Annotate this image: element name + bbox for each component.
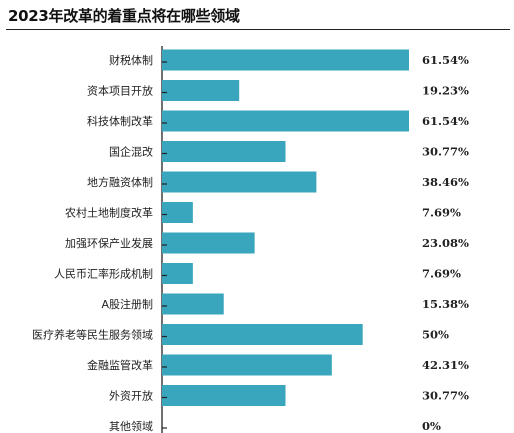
category-label: 财税体制: [109, 53, 153, 67]
category-label: 医疗养老等民生服务领域: [32, 328, 153, 342]
category-label: 国企混改: [109, 145, 153, 159]
bars-group: [162, 49, 409, 406]
value-label: 0%: [422, 419, 441, 433]
category-label: 科技体制改革: [87, 114, 153, 128]
value-labels-group: 61.54% 19.23% 61.54% 30.77% 38.46% 7.69% 23.08…: [422, 53, 469, 433]
value-label: 19.23%: [422, 84, 469, 98]
bar: [162, 232, 255, 254]
value-label: 7.69%: [422, 267, 461, 281]
bar: [162, 263, 193, 284]
bar: [162, 202, 193, 223]
category-label: 农村土地制度改革: [65, 206, 153, 220]
value-label: 7.69%: [422, 206, 461, 220]
bar: [162, 324, 363, 345]
bar: [162, 80, 240, 101]
value-label: 23.08%: [422, 236, 469, 250]
bar: [162, 171, 317, 193]
category-label: 地方融资体制: [87, 175, 153, 189]
bar: [162, 293, 224, 315]
category-label: 金融监管改革: [87, 358, 153, 372]
value-label: 30.77%: [422, 145, 469, 159]
title-divider: [6, 29, 510, 30]
value-label: 42.31%: [422, 358, 469, 372]
category-label: A股注册制: [101, 297, 153, 311]
category-label: 其他领域: [109, 420, 153, 433]
bar: [162, 385, 286, 406]
category-label: 外资开放: [109, 389, 153, 403]
value-label: 61.54%: [422, 53, 469, 67]
bar: [162, 354, 332, 376]
value-label: 61.54%: [422, 114, 469, 128]
category-labels-group: 财税体制资本项目开放科技体制改革国企混改地方融资体制农村土地制度改革加强环保产业…: [32, 53, 153, 433]
value-label: 38.46%: [422, 175, 469, 189]
bar: [162, 141, 286, 162]
value-label: 30.77%: [422, 389, 469, 403]
category-label: 加强环保产业发展: [65, 236, 153, 250]
category-label: 人民币汇率形成机制: [54, 267, 153, 281]
chart-title: 2023年改革的着重点将在哪些领域: [8, 7, 240, 25]
category-label: 资本项目开放: [87, 84, 153, 98]
axis-ticks-group: [162, 61, 167, 429]
value-label: 50%: [422, 328, 449, 342]
bar: [162, 49, 409, 71]
value-label: 15.38%: [422, 297, 469, 311]
bar: [162, 110, 409, 132]
